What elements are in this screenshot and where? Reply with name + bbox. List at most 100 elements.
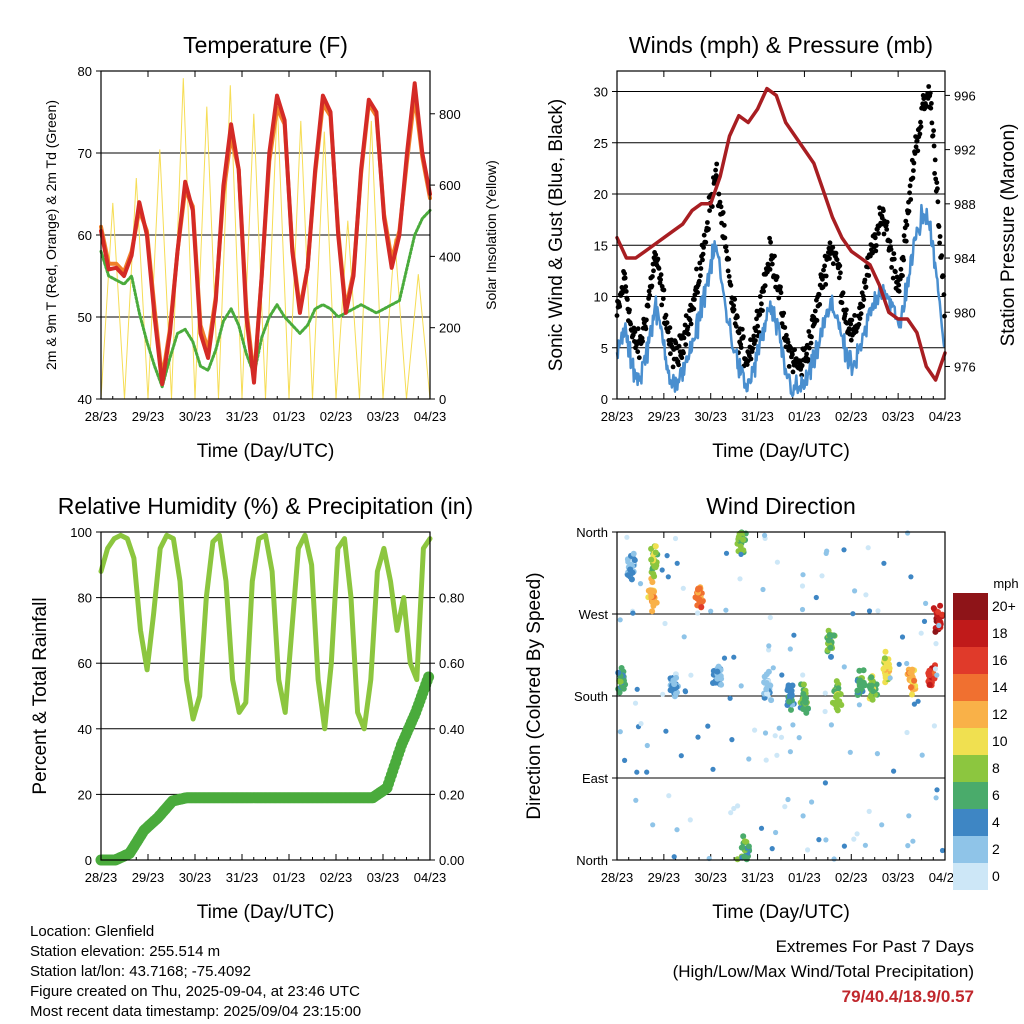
y-tick-label: 40 bbox=[78, 722, 92, 737]
gust-point bbox=[884, 219, 890, 225]
direction-point bbox=[671, 854, 677, 860]
gust-point bbox=[808, 340, 814, 346]
direction-point bbox=[886, 661, 892, 668]
gust-point bbox=[751, 333, 757, 339]
gust-point bbox=[901, 233, 907, 239]
direction-point bbox=[856, 702, 863, 708]
direction-point bbox=[695, 610, 701, 616]
direction-point bbox=[791, 632, 797, 638]
y2-tick-label: 980 bbox=[954, 305, 976, 320]
direction-point bbox=[662, 620, 668, 627]
direction-point bbox=[851, 836, 857, 842]
gust-point bbox=[910, 175, 916, 181]
direction-point bbox=[718, 681, 725, 688]
gust-point bbox=[834, 257, 840, 263]
x-tick-label: 02/23 bbox=[835, 409, 868, 424]
gust-point bbox=[888, 247, 894, 252]
gust-point bbox=[929, 120, 935, 126]
direction-point bbox=[647, 587, 654, 594]
legend-label: 16 bbox=[992, 652, 1008, 668]
direction-point bbox=[825, 637, 832, 644]
gust-point bbox=[741, 334, 746, 339]
panel-3: Relative Humidity (%) & Precipitation (i… bbox=[30, 493, 473, 923]
direction-point bbox=[772, 733, 778, 739]
extremes-box: Extremes For Past 7 Days (High/Low/Max W… bbox=[673, 934, 974, 1009]
direction-point bbox=[822, 690, 828, 696]
gust-point bbox=[679, 355, 685, 361]
gust-point bbox=[792, 347, 797, 353]
direction-point bbox=[615, 669, 622, 676]
gust-point bbox=[781, 310, 787, 316]
direction-point bbox=[866, 808, 872, 815]
direction-point bbox=[731, 805, 737, 812]
gust-point bbox=[631, 325, 637, 331]
gust-point bbox=[640, 338, 645, 344]
direction-point bbox=[727, 695, 733, 701]
plot-frame bbox=[616, 531, 946, 861]
direction-point bbox=[628, 561, 635, 568]
x-tick-label: 02/23 bbox=[835, 870, 868, 885]
panel-title: Relative Humidity (%) & Precipitation (i… bbox=[58, 493, 473, 519]
y-tick-label: 25 bbox=[594, 136, 608, 151]
y-tick-label: 60 bbox=[78, 228, 92, 243]
gust-point bbox=[673, 340, 679, 346]
direction-point bbox=[673, 690, 679, 697]
direction-point bbox=[799, 583, 806, 589]
direction-point bbox=[800, 572, 806, 578]
y-tick-label: West bbox=[579, 607, 609, 622]
gust-point bbox=[784, 332, 789, 338]
x-tick-label: 01/23 bbox=[788, 870, 821, 885]
direction-point bbox=[770, 665, 776, 671]
direction-point bbox=[835, 685, 842, 692]
direction-point bbox=[905, 843, 911, 849]
y-tick-label: 5 bbox=[601, 341, 608, 356]
direction-point bbox=[934, 672, 940, 678]
direction-point bbox=[930, 605, 937, 612]
direction-point bbox=[826, 632, 833, 638]
gust-point bbox=[658, 277, 663, 283]
direction-point bbox=[827, 644, 834, 651]
y-axis-label: Sonic Wind & Gust (Blue, Black) bbox=[546, 99, 567, 371]
gust-point bbox=[827, 256, 832, 261]
direction-point bbox=[891, 768, 897, 774]
gust-point bbox=[907, 183, 913, 189]
gust-point bbox=[911, 168, 916, 174]
direction-point bbox=[907, 669, 914, 676]
gust-point bbox=[861, 297, 867, 302]
y-tick-label: 40 bbox=[78, 392, 92, 407]
legend-label: 14 bbox=[992, 679, 1008, 695]
gust-point bbox=[898, 266, 904, 272]
gust-point bbox=[617, 304, 623, 309]
direction-point bbox=[857, 677, 863, 684]
y-tick-label: 70 bbox=[78, 146, 92, 161]
extremes-subheading: (High/Low/Max Wind/Total Precipitation) bbox=[672, 962, 974, 981]
direction-point bbox=[933, 641, 939, 647]
y-tick-label: 30 bbox=[594, 85, 608, 100]
created-text: Figure created on Thu, 2025-09-04, at 23… bbox=[30, 983, 360, 1000]
direction-point bbox=[617, 729, 623, 735]
y-tick-label: 0 bbox=[85, 853, 92, 868]
legend-swatch bbox=[953, 728, 988, 755]
direction-point bbox=[740, 547, 747, 554]
direction-point bbox=[939, 611, 946, 618]
direction-point bbox=[650, 571, 657, 578]
gust-point bbox=[932, 171, 937, 176]
direction-point bbox=[708, 608, 714, 614]
legend-swatch bbox=[953, 809, 988, 836]
direction-point bbox=[856, 667, 863, 674]
gust-point bbox=[890, 275, 896, 281]
direction-point bbox=[803, 709, 810, 716]
direction-point bbox=[909, 691, 915, 698]
direction-point bbox=[649, 608, 656, 615]
direction-point bbox=[868, 674, 875, 681]
direction-point bbox=[617, 617, 623, 623]
gust-point bbox=[822, 263, 827, 269]
gust-point bbox=[658, 272, 664, 278]
gust-point bbox=[809, 334, 814, 340]
direction-point bbox=[918, 630, 924, 636]
y-tick-label: 60 bbox=[78, 656, 92, 671]
direction-point bbox=[870, 688, 877, 695]
direction-point bbox=[805, 847, 811, 853]
panel-title: Wind Direction bbox=[706, 493, 856, 519]
gust-point bbox=[860, 303, 866, 309]
